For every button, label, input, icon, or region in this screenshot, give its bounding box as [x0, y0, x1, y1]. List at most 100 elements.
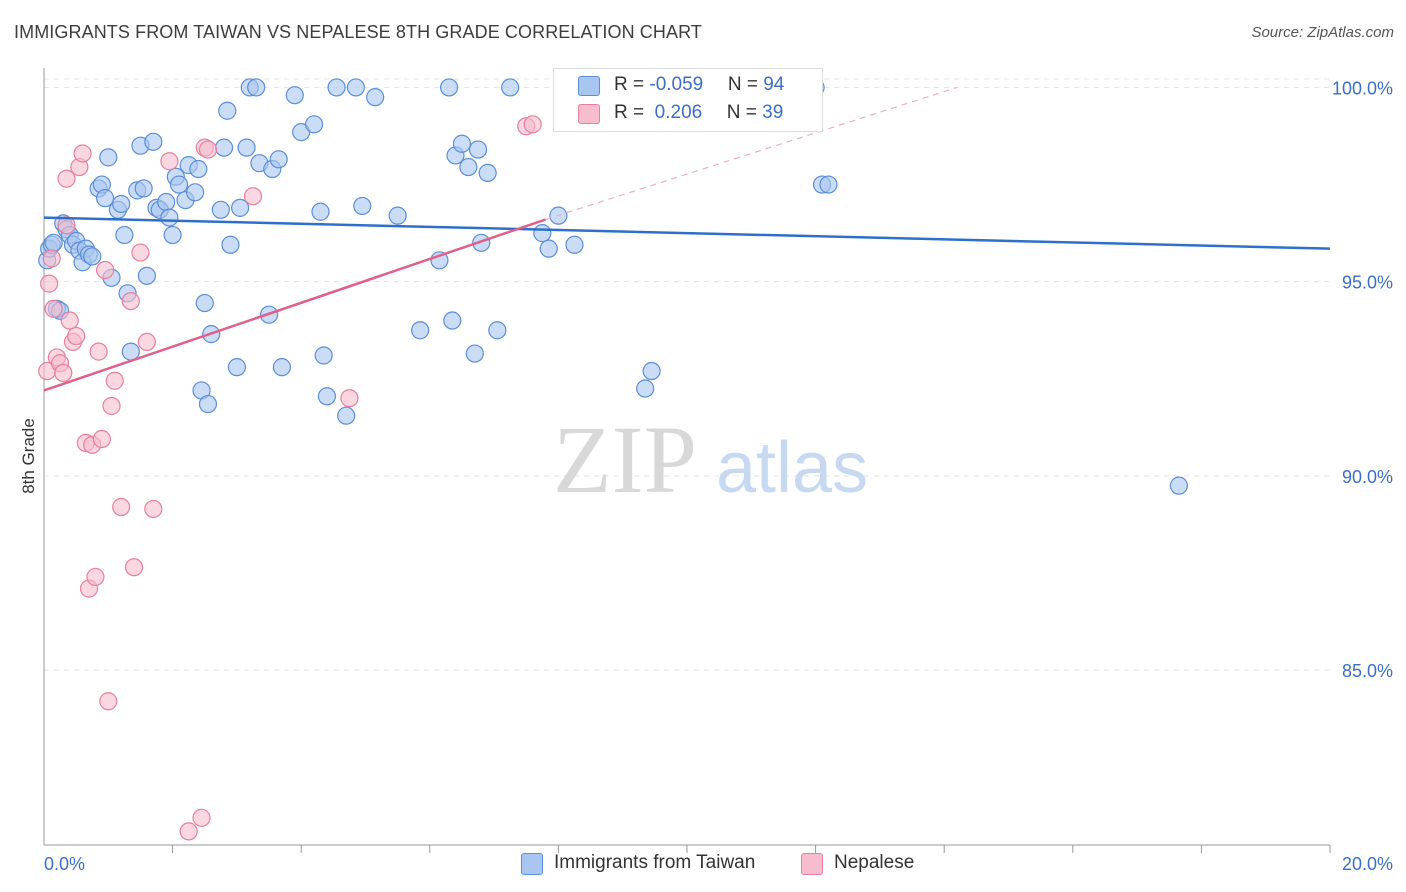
nepal-point	[40, 274, 59, 293]
nepal-point	[144, 499, 163, 519]
y-tick-label: 95.0%	[1342, 273, 1393, 293]
taiwan-point	[269, 150, 288, 169]
y-axis-label: 8th Grade	[19, 418, 38, 494]
bottom-legend-label-nepal: Nepalese	[834, 852, 915, 873]
legend-n-value: 39	[762, 102, 784, 123]
taiwan-point	[311, 202, 330, 221]
taiwan-point	[44, 233, 63, 252]
bottom-legend-label-taiwan: Immigrants from Taiwan	[554, 852, 756, 873]
nepal-point	[95, 260, 115, 280]
chart-title: IMMIGRANTS FROM TAIWAN VS NEPALESE 8TH G…	[14, 22, 702, 42]
legend-n-label: N =	[727, 74, 764, 95]
taiwan-point	[411, 321, 430, 340]
taiwan-point	[221, 235, 240, 254]
nepal-point	[179, 822, 198, 841]
nepal-trend-line	[43, 218, 546, 392]
taiwan-point	[642, 361, 661, 381]
taiwan-point	[211, 200, 230, 219]
nepal-point	[121, 292, 140, 311]
taiwan-point	[214, 138, 234, 157]
taiwan-point	[304, 115, 324, 134]
taiwan-point	[198, 394, 218, 414]
nepal-point	[89, 342, 108, 361]
nepal-point	[92, 429, 111, 449]
taiwan-point	[366, 88, 385, 107]
taiwan-point	[272, 358, 292, 377]
nepal-point	[112, 497, 131, 517]
taiwan-point	[533, 224, 552, 243]
x-tick-label-max: 20.0%	[1342, 854, 1393, 874]
taiwan-point	[95, 189, 115, 208]
taiwan-point	[231, 198, 250, 217]
taiwan-point	[636, 379, 655, 398]
nepal-point	[160, 152, 179, 171]
taiwan-point	[388, 206, 407, 225]
y-tick-label: 85.0%	[1342, 661, 1393, 681]
legend-r-value: -0.059	[649, 74, 704, 95]
taiwan-point	[247, 78, 266, 97]
nepal-point	[523, 115, 542, 134]
taiwan-point	[353, 196, 372, 216]
x-tick-label-min: 0.0%	[44, 854, 85, 874]
nepal-point	[243, 187, 263, 206]
taiwan-point	[134, 179, 153, 198]
taiwan-point	[157, 192, 176, 212]
taiwan-point	[472, 233, 491, 252]
nepal-point	[131, 243, 150, 262]
watermark-zip: ZIP	[553, 406, 697, 513]
source-label: Source: ZipAtlas.com	[1251, 24, 1394, 41]
taiwan-point	[452, 134, 472, 153]
nepal-point	[44, 299, 63, 318]
taiwan-point	[478, 163, 497, 182]
nepal-point	[73, 144, 92, 163]
nepal-point	[60, 311, 79, 330]
taiwan-point	[285, 86, 304, 105]
legend-r-label: R =	[614, 74, 650, 95]
taiwan-point	[237, 138, 256, 157]
legend-swatch-nepal	[578, 104, 600, 124]
taiwan-point	[218, 101, 237, 120]
taiwan-point	[465, 344, 484, 363]
taiwan-point	[439, 78, 459, 97]
axis-layer	[43, 68, 1331, 853]
legend-n-label: N =	[726, 102, 763, 123]
nepal-point	[192, 808, 211, 827]
nepal-point	[105, 371, 124, 390]
taiwan-point	[186, 183, 205, 202]
nepal-point	[124, 558, 144, 577]
nepal-point	[42, 249, 61, 268]
nepal-point	[198, 140, 218, 159]
nepal-point	[54, 363, 73, 383]
taiwan-point	[160, 208, 179, 227]
taiwan-point	[337, 406, 356, 425]
nepal-point	[102, 396, 121, 416]
taiwan-point	[99, 148, 118, 167]
stats-legend: R = -0.059 N = 94 R = 0.206 N = 39	[553, 68, 823, 132]
taiwan-point	[169, 175, 189, 194]
bottom-legend-swatch-nepal	[801, 853, 823, 875]
taiwan-point	[459, 157, 478, 177]
taiwan-point	[144, 132, 163, 151]
watermark-atlas: atlas	[716, 428, 868, 508]
taiwan-point	[163, 225, 182, 245]
legend-n-value: 94	[763, 74, 785, 95]
y-tick-label: 100.0%	[1332, 78, 1393, 98]
nepal-point	[57, 216, 76, 235]
taiwan-point	[327, 78, 346, 97]
legend-r-value: 0.206	[649, 102, 703, 123]
bottom-legend-swatch-taiwan	[521, 853, 543, 875]
legend-swatch-taiwan	[578, 76, 600, 96]
nepal-point	[86, 567, 105, 587]
nepal-point	[57, 169, 76, 188]
taiwan-point	[1169, 476, 1188, 495]
taiwan-point	[137, 266, 156, 285]
taiwan-point	[227, 358, 246, 377]
taiwan-point	[314, 346, 333, 365]
taiwan-point	[501, 78, 520, 97]
taiwan-point	[112, 194, 131, 214]
taiwan-point	[195, 293, 214, 313]
watermark: ZIP atlas	[553, 406, 868, 513]
taiwan-point	[443, 311, 462, 330]
nepal-point	[340, 389, 359, 408]
